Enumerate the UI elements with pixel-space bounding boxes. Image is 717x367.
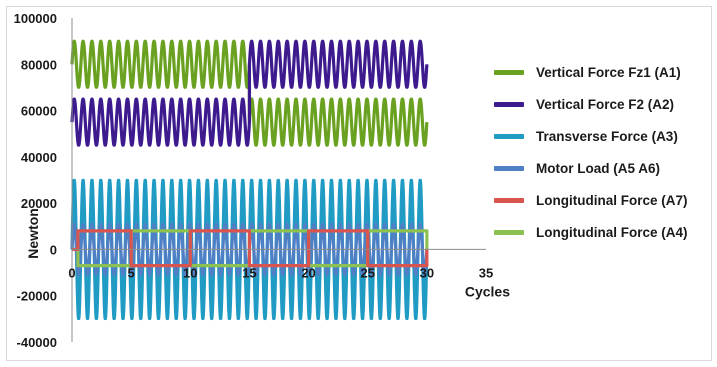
x-tick-label: 5 (128, 265, 135, 280)
legend-swatch (494, 69, 524, 75)
x-tick-label: 30 (420, 265, 434, 280)
legend-swatch (494, 165, 524, 171)
legend-item-longitudinal-force-a4: Longitudinal Force (A4) (494, 216, 709, 248)
y-tick-label: 20000 (21, 196, 57, 211)
y-tick-label: 100000 (14, 11, 57, 26)
legend-label: Longitudinal Force (A4) (536, 224, 688, 240)
x-tick-label: 20 (301, 265, 315, 280)
y-tick-label: 0 (50, 242, 57, 257)
legend-item-transverse-force: Transverse Force (A3) (494, 120, 709, 152)
y-axis-title: Newton (25, 208, 41, 259)
series-line (70, 39, 429, 147)
x-tick-label: 25 (360, 265, 374, 280)
legend-label: Transverse Force (A3) (536, 128, 678, 144)
legend-label: Motor Load (A5 A6) (536, 160, 660, 176)
legend-item-longitudinal-force-a7: Longitudinal Force (A7) (494, 184, 709, 216)
legend-label: Vertical Force Fz1 (A1) (536, 64, 681, 80)
legend-swatch (494, 101, 524, 107)
legend-label: Vertical Force F2 (A2) (536, 96, 675, 112)
series-line (72, 229, 429, 268)
legend-swatch (494, 133, 524, 139)
y-tick-label: 60000 (21, 104, 57, 119)
series-layer (70, 39, 429, 321)
y-tick-label: -20000 (17, 289, 57, 304)
y-tick-label: -40000 (17, 335, 57, 350)
y-tick-label: 40000 (21, 150, 57, 165)
axes-layer (71, 18, 486, 342)
legend-item-vertical-force-f2: Vertical Force F2 (A2) (494, 88, 709, 120)
legend-swatch (494, 229, 524, 235)
legend-item-motor-load: Motor Load (A5 A6) (494, 152, 709, 184)
y-tick-label: 80000 (21, 57, 57, 72)
legend-swatch (494, 197, 524, 203)
legend-label: Longitudinal Force (A7) (536, 192, 688, 208)
x-axis-title: Cycles (465, 283, 510, 299)
x-tick-label: 10 (183, 265, 197, 280)
x-tick-label: 15 (242, 265, 256, 280)
x-tick-label: 0 (68, 265, 75, 280)
legend-item-vertical-force-fz1: Vertical Force Fz1 (A1) (494, 56, 709, 88)
tick-labels: -40000 -20000 0 20000 40000 60000 80000 100000 0… (14, 11, 494, 350)
legend: Vertical Force Fz1 (A1) Vertical Force F… (494, 56, 709, 248)
x-tick-label: 35 (479, 265, 493, 280)
